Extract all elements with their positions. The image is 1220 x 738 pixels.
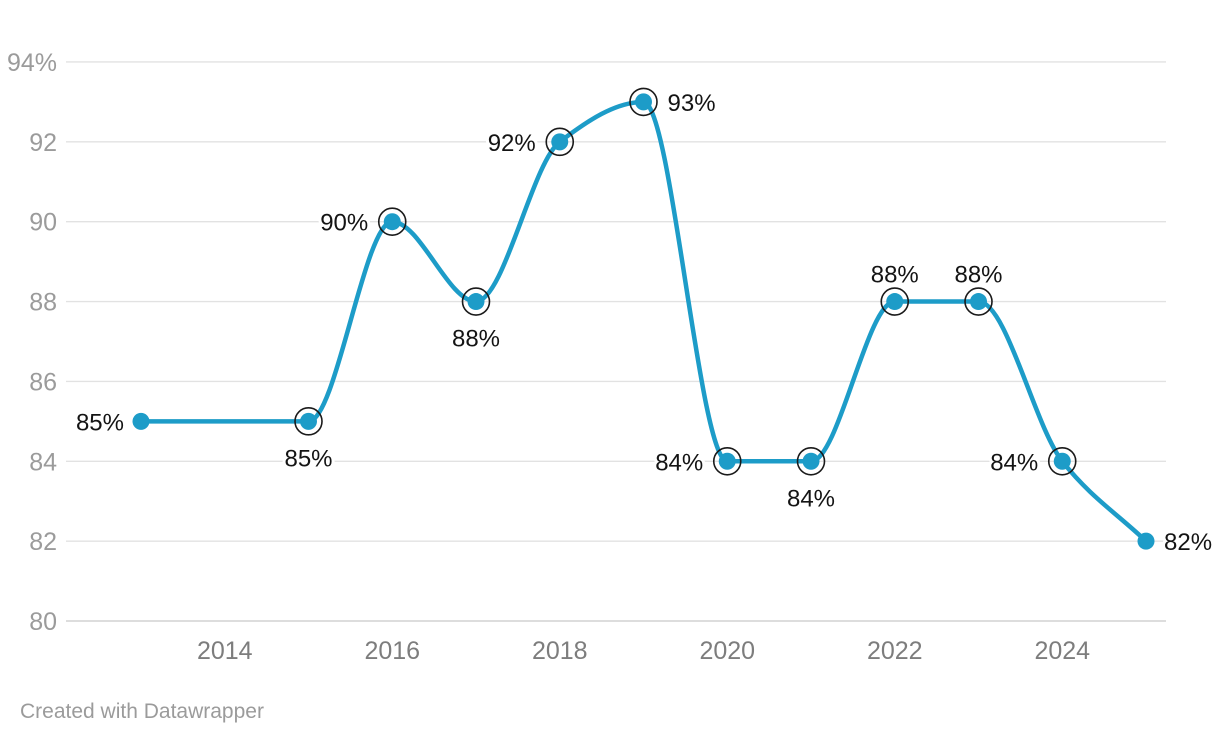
x-tick-label: 2022 [867, 637, 923, 665]
data-point [635, 93, 652, 111]
x-tick-label: 2014 [197, 637, 253, 665]
y-tick-label: 86 [29, 368, 57, 396]
x-tick-label: 2016 [364, 637, 420, 665]
data-point [802, 452, 820, 470]
y-tick-label: 82 [29, 528, 57, 556]
y-tick-label: 84 [29, 448, 57, 476]
data-point [886, 293, 904, 311]
data-point-ring [964, 287, 993, 316]
data-point [551, 133, 569, 151]
x-tick-label: 2024 [1034, 637, 1090, 665]
y-tick-label: 94% [7, 49, 57, 77]
data-point-ring [461, 287, 491, 316]
data-point [970, 293, 987, 311]
value-label: 84% [990, 449, 1038, 476]
value-label: 88% [954, 262, 1002, 289]
value-label: 93% [668, 90, 716, 117]
data-point-ring [545, 127, 575, 157]
x-tick-label: 2020 [699, 637, 755, 665]
data-point [383, 213, 401, 231]
x-tick-label: 2018 [532, 637, 588, 665]
gridlines [66, 61, 1166, 622]
value-label: 84% [655, 449, 703, 476]
value-label: 90% [320, 210, 368, 237]
data-point [132, 412, 150, 430]
datawrapper-attribution-link[interactable]: Created with Datawrapper [20, 700, 264, 723]
value-label: 92% [488, 130, 536, 157]
y-tick-label: 92 [29, 129, 57, 157]
data-point-ring [377, 207, 407, 236]
data-point [467, 293, 485, 311]
value-label: 85% [284, 445, 332, 472]
data-point-ring [712, 446, 742, 476]
data-point-ring [1047, 446, 1077, 476]
data-point-ring [294, 407, 323, 436]
point-rings [294, 87, 1077, 476]
data-point [1053, 452, 1071, 470]
value-labels: 85% 85% 90% 88% 92% 93% 84% 84% 88% 88% 84% 82% [73, 87, 1215, 559]
data-point [300, 412, 317, 430]
x-axis-labels: 2014 2016 2018 2020 2022 2024 [197, 637, 1090, 665]
data-point [1137, 532, 1155, 550]
value-label: 88% [452, 326, 500, 353]
data-point-ring [629, 87, 658, 117]
data-point-ring [880, 287, 910, 316]
data-point [718, 452, 736, 470]
y-axis-labels: 80 82 84 86 88 90 92 94% [7, 49, 57, 636]
value-label: 82% [1164, 529, 1212, 556]
data-point-ring [796, 446, 826, 476]
value-label: 84% [787, 485, 835, 512]
value-label: 85% [76, 409, 124, 436]
y-tick-label: 80 [29, 608, 57, 636]
data-points [132, 93, 1155, 550]
value-label: 88% [871, 262, 919, 289]
y-tick-label: 90 [29, 209, 57, 237]
y-tick-label: 88 [29, 289, 57, 317]
